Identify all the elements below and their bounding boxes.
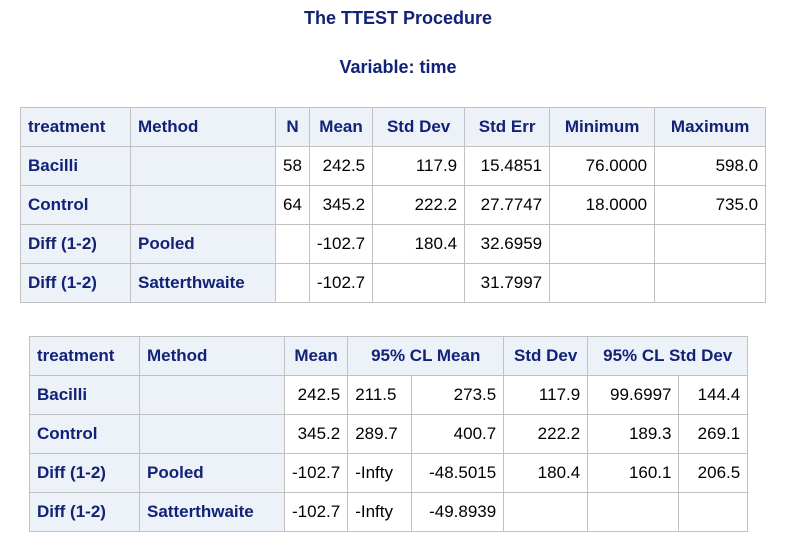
procedure-title: The TTEST Procedure <box>303 8 493 28</box>
cell-mean: -102.7 <box>308 263 374 303</box>
cell-std-err: 31.7997 <box>464 263 551 303</box>
row-header-method <box>130 185 276 225</box>
row-header-treatment: Bacilli <box>20 146 131 186</box>
cell-cl-std-dev-lower: 99.6997 <box>587 375 680 415</box>
row-header-method: Satterthwaite <box>130 263 276 303</box>
cell-std-dev: 222.2 <box>503 414 589 454</box>
cell-maximum <box>654 224 767 264</box>
confidence-limits-table: treatment Method Mean 95% CL Mean Std De… <box>29 336 749 532</box>
table-row: Bacilli 242.5 211.5 273.5 117.9 99.6997 … <box>29 375 749 415</box>
column-header-std-dev: Std Dev <box>372 107 466 147</box>
table-row: Control 64 345.2 222.2 27.7747 18.0000 7… <box>20 185 767 225</box>
cell-std-dev <box>372 263 466 303</box>
cell-mean: -102.7 <box>283 492 349 532</box>
cell-cl-std-dev-lower: 189.3 <box>587 414 680 454</box>
table-row: Control 345.2 289.7 400.7 222.2 189.3 26… <box>29 414 749 454</box>
column-header-95-cl-std-dev: 95% CL Std Dev <box>587 336 749 376</box>
cell-cl-std-dev-lower <box>587 492 680 532</box>
cell-std-dev <box>503 492 589 532</box>
cell-std-dev: 180.4 <box>372 224 466 264</box>
cell-std-dev: 117.9 <box>372 146 466 186</box>
cell-cl-mean-lower: -Infty <box>347 492 413 532</box>
cell-mean: 242.5 <box>308 146 374 186</box>
cell-std-err: 32.6959 <box>464 224 551 264</box>
row-header-method: Pooled <box>139 453 285 493</box>
cell-mean: -102.7 <box>283 453 349 493</box>
row-header-treatment: Diff (1-2) <box>29 492 140 532</box>
row-header-method <box>139 414 285 454</box>
cell-cl-mean-upper: -48.5015 <box>411 453 505 493</box>
table-row: Diff (1-2) Satterthwaite -102.7 31.7997 <box>20 263 767 303</box>
cell-mean: 345.2 <box>283 414 349 454</box>
column-header-mean: Mean <box>308 107 374 147</box>
cell-cl-std-dev-upper: 206.5 <box>678 453 749 493</box>
cell-cl-mean-lower: 211.5 <box>347 375 413 415</box>
cell-minimum <box>549 263 656 303</box>
cell-cl-std-dev-lower: 160.1 <box>587 453 680 493</box>
column-header-std-dev: Std Dev <box>503 336 589 376</box>
column-header-treatment: treatment <box>20 107 131 147</box>
column-header-method: Method <box>130 107 276 147</box>
cell-maximum <box>654 263 767 303</box>
cell-mean: 345.2 <box>308 185 374 225</box>
column-header-n: N <box>275 107 310 147</box>
row-header-method: Pooled <box>130 224 276 264</box>
statistics-table: treatment Method N Mean Std Dev Std Err … <box>20 107 767 303</box>
column-header-mean: Mean <box>283 336 349 376</box>
cell-n <box>275 263 310 303</box>
cell-std-dev: 222.2 <box>372 185 466 225</box>
statistics-header-row: treatment Method N Mean Std Dev Std Err … <box>20 107 767 147</box>
row-header-method <box>139 375 285 415</box>
row-header-treatment: Control <box>29 414 140 454</box>
cell-cl-std-dev-upper: 144.4 <box>678 375 749 415</box>
cell-mean: 242.5 <box>283 375 349 415</box>
cell-maximum: 598.0 <box>654 146 767 186</box>
cell-mean: -102.7 <box>308 224 374 264</box>
cell-maximum: 735.0 <box>654 185 767 225</box>
cell-cl-std-dev-upper <box>678 492 749 532</box>
table-row: Bacilli 58 242.5 117.9 15.4851 76.0000 5… <box>20 146 767 186</box>
row-header-treatment: Control <box>20 185 131 225</box>
cell-std-dev: 180.4 <box>503 453 589 493</box>
cell-cl-std-dev-upper: 269.1 <box>678 414 749 454</box>
cell-cl-mean-upper: 273.5 <box>411 375 505 415</box>
cell-cl-mean-lower: -Infty <box>347 453 413 493</box>
column-header-95-cl-mean: 95% CL Mean <box>347 336 505 376</box>
cell-n <box>275 224 310 264</box>
column-header-std-err: Std Err <box>464 107 551 147</box>
table-row: Diff (1-2) Pooled -102.7 180.4 32.6959 <box>20 224 767 264</box>
cell-minimum: 18.0000 <box>549 185 656 225</box>
column-header-treatment: treatment <box>29 336 140 376</box>
row-header-treatment: Diff (1-2) <box>29 453 140 493</box>
cell-minimum: 76.0000 <box>549 146 656 186</box>
column-header-maximum: Maximum <box>654 107 767 147</box>
cell-cl-mean-upper: 400.7 <box>411 414 505 454</box>
row-header-method: Satterthwaite <box>139 492 285 532</box>
cell-n: 64 <box>275 185 310 225</box>
cell-cl-mean-upper: -49.8939 <box>411 492 505 532</box>
cell-std-err: 27.7747 <box>464 185 551 225</box>
table-row: Diff (1-2) Pooled -102.7 -Infty -48.5015… <box>29 453 749 493</box>
row-header-treatment: Diff (1-2) <box>20 263 131 303</box>
row-header-method <box>130 146 276 186</box>
column-header-method: Method <box>139 336 285 376</box>
cell-minimum <box>549 224 656 264</box>
cell-std-err: 15.4851 <box>464 146 551 186</box>
cell-std-dev: 117.9 <box>503 375 589 415</box>
table-row: Diff (1-2) Satterthwaite -102.7 -Infty -… <box>29 492 749 532</box>
confidence-header-row: treatment Method Mean 95% CL Mean Std De… <box>29 336 749 376</box>
cell-n: 58 <box>275 146 310 186</box>
variable-title: Variable: time <box>339 57 457 77</box>
row-header-treatment: Bacilli <box>29 375 140 415</box>
row-header-treatment: Diff (1-2) <box>20 224 131 264</box>
column-header-minimum: Minimum <box>549 107 656 147</box>
cell-cl-mean-lower: 289.7 <box>347 414 413 454</box>
